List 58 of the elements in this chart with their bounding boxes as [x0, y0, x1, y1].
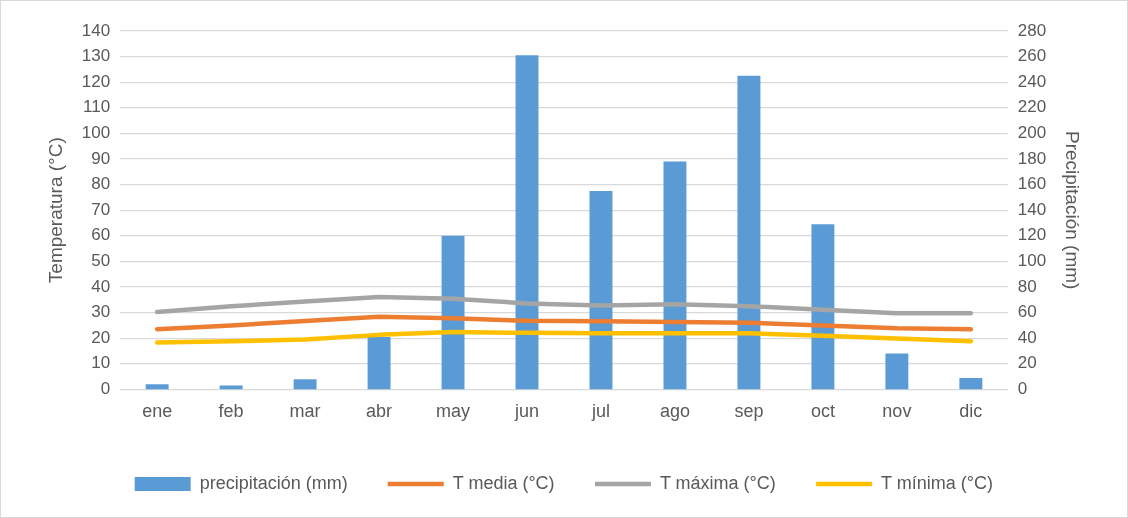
bar	[663, 161, 687, 390]
bar	[811, 224, 835, 390]
bar	[145, 384, 169, 390]
x-tick-label: abr	[366, 401, 393, 422]
y2-tick-label: 240	[1017, 71, 1047, 91]
y-axis-title: Temperatura (°C)	[44, 137, 66, 284]
bar	[441, 235, 465, 390]
y-tick-label: 140	[81, 20, 111, 40]
y2-axis-title: Precipitación (mm)	[1062, 131, 1084, 290]
bar	[515, 55, 539, 390]
y2-tick-label: 180	[1017, 148, 1047, 168]
y2-tick-label: 160	[1017, 174, 1047, 194]
bar	[959, 377, 983, 390]
y-tick-label: 110	[83, 97, 111, 117]
y2-tick-label: 220	[1017, 97, 1047, 117]
x-tick-label: dic	[959, 401, 983, 422]
y2-tick-label: 120	[1017, 225, 1047, 245]
x-tick-label: ene	[142, 401, 173, 422]
y2-tick-label: 140	[1017, 199, 1047, 219]
legend-label: T media (°C)	[452, 472, 555, 493]
y-tick-label: 80	[91, 174, 111, 194]
x-tick-label: ago	[659, 401, 690, 422]
y2-tick-label: 0	[1017, 379, 1028, 399]
bar	[293, 379, 317, 390]
bar	[367, 336, 391, 390]
x-tick-label: mar	[289, 401, 321, 422]
y-tick-label: 130	[81, 46, 111, 66]
y2-tick-label: 280	[1017, 20, 1047, 40]
x-tick-label: feb	[218, 401, 244, 422]
bar	[885, 353, 909, 390]
y-tick-label: 30	[91, 302, 111, 322]
legend-label: T máxima (°C)	[659, 472, 776, 493]
x-tick-label: nov	[882, 401, 912, 422]
y-tick-label: 120	[81, 71, 111, 91]
x-tick-label: oct	[810, 401, 835, 422]
y-tick-label: 50	[91, 251, 111, 271]
x-tick-label: sep	[734, 401, 764, 422]
y2-tick-label: 60	[1017, 302, 1037, 322]
bar	[737, 75, 761, 390]
y2-tick-label: 260	[1017, 46, 1047, 66]
y-tick-label: 10	[91, 353, 111, 373]
y2-tick-label: 100	[1017, 251, 1047, 271]
y2-tick-label: 200	[1017, 123, 1047, 143]
y-tick-label: 60	[91, 225, 111, 245]
x-tick-label: may	[436, 401, 471, 422]
y2-tick-label: 20	[1017, 353, 1037, 373]
y2-tick-label: 40	[1017, 327, 1037, 347]
legend-label: precipitación (mm)	[199, 472, 348, 493]
y-tick-label: 40	[91, 276, 111, 296]
y-tick-label: 70	[91, 199, 111, 219]
y-tick-label: 0	[100, 379, 111, 399]
x-tick-label: jul	[590, 401, 610, 422]
y-tick-label: 100	[81, 123, 111, 143]
x-tick-label: jun	[514, 401, 540, 422]
y-tick-label: 90	[91, 148, 111, 168]
legend-label: T mínima (°C)	[881, 472, 993, 493]
y-tick-label: 20	[91, 327, 111, 347]
y2-tick-label: 80	[1017, 276, 1037, 296]
